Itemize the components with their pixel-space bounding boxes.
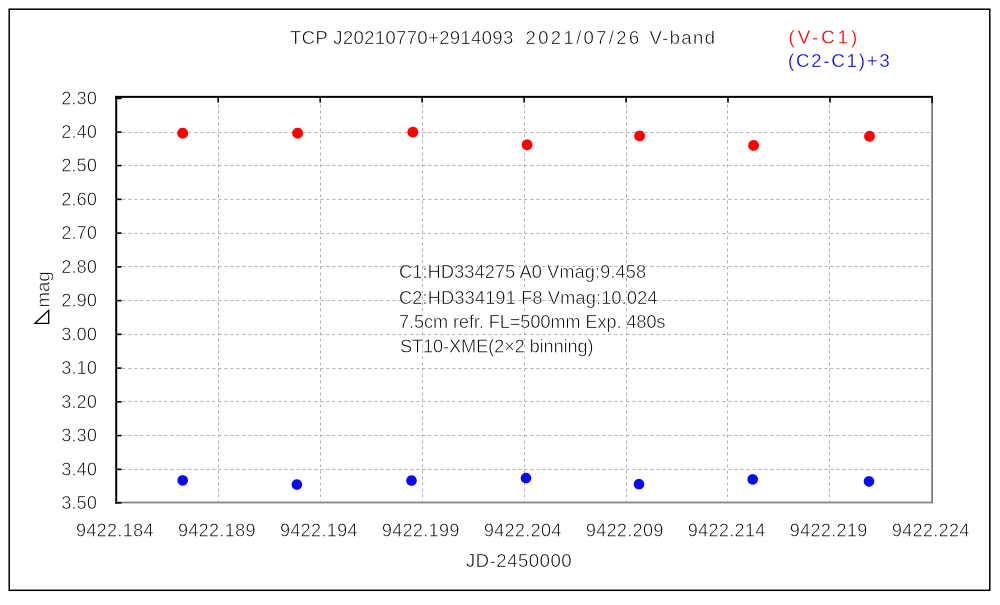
- svg-text:2.30: 2.30: [61, 88, 97, 108]
- svg-text:7.5cm refr. FL=500mm Exp. 480s: 7.5cm refr. FL=500mm Exp. 480s: [399, 312, 665, 332]
- svg-text:3.40: 3.40: [61, 459, 97, 479]
- svg-text:9422.214: 9422.214: [688, 521, 766, 541]
- svg-text:JD-2450000: JD-2450000: [466, 550, 572, 571]
- svg-text:3.20: 3.20: [61, 392, 97, 412]
- svg-text:9422.194: 9422.194: [280, 521, 358, 541]
- svg-text:9422.189: 9422.189: [178, 521, 256, 541]
- svg-text:3.30: 3.30: [61, 426, 97, 446]
- svg-text:(V-C1): (V-C1): [789, 26, 861, 47]
- svg-text:2.50: 2.50: [61, 156, 97, 176]
- svg-text:2021/07/26: 2021/07/26: [526, 27, 642, 48]
- svg-text:9422.199: 9422.199: [382, 521, 460, 541]
- svg-text:V-band: V-band: [650, 27, 717, 48]
- svg-text:3.10: 3.10: [61, 358, 97, 378]
- svg-text:9422.204: 9422.204: [484, 521, 562, 541]
- svg-text:3.50: 3.50: [61, 493, 97, 513]
- svg-text:9422.209: 9422.209: [586, 521, 664, 541]
- svg-text:9422.184: 9422.184: [76, 521, 154, 541]
- svg-text:mag: mag: [32, 271, 53, 307]
- svg-text:TCP J20210770+2914093: TCP J20210770+2914093: [290, 27, 514, 48]
- svg-text:2.70: 2.70: [61, 223, 97, 243]
- svg-text:C1:HD334275 A0 Vmag:9.458: C1:HD334275 A0 Vmag:9.458: [399, 262, 646, 282]
- svg-text:2.90: 2.90: [61, 291, 97, 311]
- svg-text:ST10-XME(2×2 binning): ST10-XME(2×2 binning): [400, 336, 594, 356]
- svg-text:2.40: 2.40: [61, 122, 97, 142]
- svg-text:2.80: 2.80: [61, 257, 97, 277]
- svg-text:9422.224: 9422.224: [892, 521, 970, 541]
- svg-text:9422.219: 9422.219: [790, 521, 868, 541]
- svg-text:(C2-C1)+3: (C2-C1)+3: [788, 50, 892, 71]
- svg-text:2.60: 2.60: [61, 189, 97, 209]
- svg-text:C2:HD334191 F8 Vmag:10.024: C2:HD334191 F8 Vmag:10.024: [399, 288, 658, 308]
- svg-text:3.00: 3.00: [61, 324, 97, 344]
